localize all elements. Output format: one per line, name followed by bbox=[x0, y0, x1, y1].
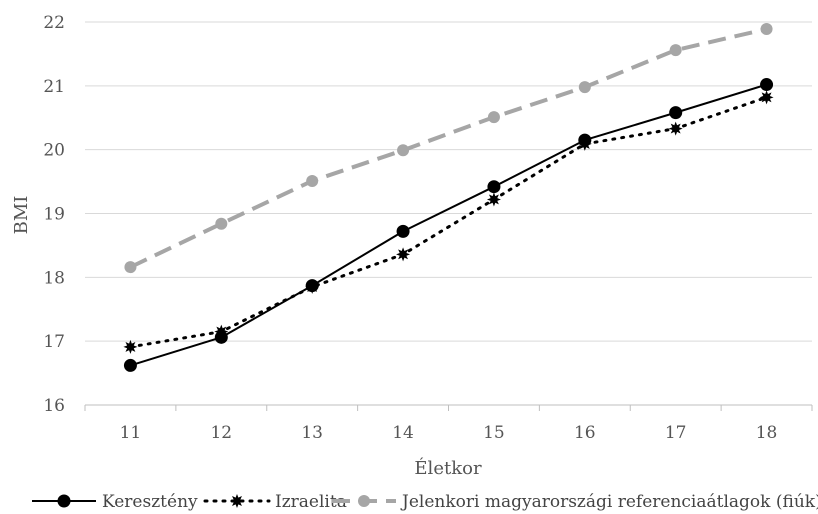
x-tick-label: 14 bbox=[392, 423, 414, 443]
legend-marker bbox=[57, 494, 71, 508]
x-tick-label: 18 bbox=[756, 423, 778, 443]
series-line bbox=[129, 83, 768, 367]
data-point bbox=[397, 144, 410, 157]
legend-item: Keresztény bbox=[32, 492, 198, 512]
series-3 bbox=[124, 23, 773, 274]
data-point bbox=[577, 136, 592, 151]
gridlines bbox=[85, 21, 812, 342]
series-line bbox=[128, 95, 769, 349]
y-tick-label: 21 bbox=[43, 77, 65, 97]
legend-label: Izraelita bbox=[275, 492, 347, 512]
data-point bbox=[487, 180, 501, 194]
data-point bbox=[396, 247, 411, 262]
data-point bbox=[487, 111, 500, 124]
x-axis-title: Életkor bbox=[414, 456, 482, 479]
y-tick-label: 17 bbox=[43, 332, 65, 352]
y-tick-label: 22 bbox=[43, 13, 65, 33]
data-point bbox=[578, 81, 591, 94]
data-point bbox=[124, 261, 137, 274]
y-tick-label: 18 bbox=[43, 268, 65, 288]
data-point bbox=[305, 279, 320, 294]
series-2 bbox=[123, 90, 774, 354]
data-point bbox=[486, 192, 501, 207]
legend-label: Jelenkori magyarországi referenciaátlago… bbox=[400, 492, 818, 512]
legend-label: Keresztény bbox=[102, 492, 198, 512]
x-tick-label: 17 bbox=[665, 423, 687, 443]
data-point bbox=[669, 44, 682, 57]
x-tick-label: 12 bbox=[210, 423, 232, 443]
data-point bbox=[669, 106, 683, 120]
y-axis-title: BMI bbox=[11, 196, 32, 235]
data-point bbox=[123, 339, 138, 354]
data-point bbox=[668, 121, 683, 136]
x-tick-label: 11 bbox=[120, 423, 142, 443]
series-group bbox=[123, 23, 774, 372]
data-point bbox=[306, 174, 319, 187]
legend-item: Jelenkori magyarországi referenciaátlago… bbox=[332, 492, 818, 512]
data-point bbox=[760, 23, 773, 36]
y-tick-label: 16 bbox=[43, 396, 65, 416]
x-tick-label: 16 bbox=[574, 423, 596, 443]
data-point bbox=[396, 224, 410, 238]
series-line bbox=[129, 27, 768, 269]
legend-item: Izraelita bbox=[203, 492, 347, 512]
data-point bbox=[759, 90, 774, 105]
legend: Keresztény Izraelita Jelenkori magyarorszá… bbox=[32, 492, 818, 512]
y-tick-label: 19 bbox=[43, 205, 65, 225]
y-tick-label: 20 bbox=[43, 141, 65, 161]
data-point bbox=[215, 217, 228, 230]
data-point bbox=[123, 358, 137, 372]
legend-marker bbox=[358, 495, 370, 507]
y-tick-labels: 16 17 18 19 20 21 22 bbox=[43, 13, 65, 416]
data-point bbox=[214, 324, 229, 339]
axes bbox=[84, 404, 813, 411]
data-point bbox=[760, 78, 774, 92]
x-tick-labels: 11 12 13 14 15 16 17 18 bbox=[120, 423, 778, 443]
x-tick-label: 15 bbox=[483, 423, 505, 443]
legend-marker bbox=[230, 494, 244, 508]
x-tick-label: 13 bbox=[301, 423, 323, 443]
